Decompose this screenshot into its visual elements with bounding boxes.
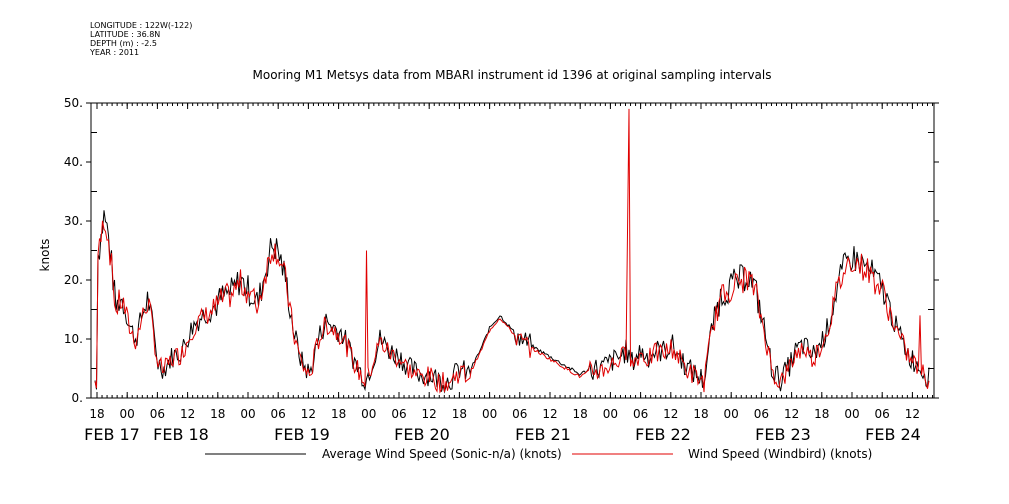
x-hour-label: 06 xyxy=(391,407,406,421)
x-hour-label: 18 xyxy=(814,407,829,421)
y-tick-label: 10. xyxy=(64,332,83,346)
plot-frame xyxy=(90,102,935,399)
x-hour-label: 12 xyxy=(301,407,316,421)
series-average-wind-speed xyxy=(94,210,930,394)
series-windbird-wind-speed xyxy=(94,108,930,394)
y-tick-label: 20. xyxy=(64,273,83,287)
y-axis-label: knots xyxy=(38,239,52,272)
latitude-text: LATITUDE : 36.8N xyxy=(90,30,161,39)
x-hour-label: 18 xyxy=(452,407,467,421)
x-hour-label: 12 xyxy=(663,407,678,421)
x-date-label: FEB 23 xyxy=(755,425,811,444)
x-date-label: FEB 20 xyxy=(394,425,450,444)
x-hour-label: 12 xyxy=(784,407,799,421)
x-hour-label: 18 xyxy=(210,407,225,421)
x-date-label: FEB 19 xyxy=(274,425,330,444)
y-tick-label: 40. xyxy=(64,155,83,169)
y-tick-label: 30. xyxy=(64,214,83,228)
x-hour-label: 06 xyxy=(150,407,165,421)
x-date-label: FEB 24 xyxy=(865,425,921,444)
y-tick-label: 50. xyxy=(64,96,83,110)
x-hour-label: 18 xyxy=(331,407,346,421)
x-date-label: FEB 18 xyxy=(153,425,209,444)
x-date-label: FEB 17 xyxy=(84,425,140,444)
x-hour-label: 00 xyxy=(724,407,739,421)
depth-text: DEPTH (m) : -2.5 xyxy=(90,39,157,48)
x-date-label: FEB 22 xyxy=(635,425,691,444)
minor-ticks xyxy=(96,103,934,398)
x-hour-label: 06 xyxy=(512,407,527,421)
x-hour-label: 18 xyxy=(89,407,104,421)
longitude-text: LONGITUDE : 122W(-122) xyxy=(90,21,193,30)
x-date-label: FEB 21 xyxy=(515,425,571,444)
x-hour-label: 00 xyxy=(361,407,376,421)
legend: Average Wind Speed (Sonic-n/a) (knots) W… xyxy=(205,447,872,461)
chart-title: Mooring M1 Metsys data from MBARI instru… xyxy=(252,68,772,82)
y-tick-label: 0. xyxy=(72,391,83,405)
x-hour-label: 00 xyxy=(120,407,135,421)
x-axis: 18 00 06 12 18 00 06 12 18 00 06 12 18 00 06 12 18 00 06 12… xyxy=(84,103,921,444)
metadata-block: LONGITUDE : 122W(-122) LATITUDE : 36.8N … xyxy=(90,21,192,57)
x-hour-label: 00 xyxy=(482,407,497,421)
x-hour-label: 06 xyxy=(875,407,890,421)
legend-label-average: Average Wind Speed (Sonic-n/a) (knots) xyxy=(322,447,562,461)
x-hour-label: 06 xyxy=(271,407,286,421)
x-hour-label: 00 xyxy=(844,407,859,421)
line-average-wind-speed xyxy=(94,210,930,394)
legend-label-windbird: Wind Speed (Windbird) (knots) xyxy=(688,447,872,461)
y-axis: 0. 10. 20. 30. 40. 50. xyxy=(64,96,939,405)
year-text: YEAR : 2011 xyxy=(90,48,140,57)
line-windbird-wind-speed xyxy=(94,108,930,394)
x-hour-label: 12 xyxy=(905,407,920,421)
x-hour-label: 06 xyxy=(754,407,769,421)
x-hour-label: 18 xyxy=(693,407,708,421)
x-hour-label: 06 xyxy=(633,407,648,421)
x-hour-label: 18 xyxy=(573,407,588,421)
x-hour-label: 00 xyxy=(603,407,618,421)
x-hour-label: 12 xyxy=(542,407,557,421)
x-hour-label: 12 xyxy=(180,407,195,421)
x-hour-label: 00 xyxy=(240,407,255,421)
x-hour-label: 12 xyxy=(422,407,437,421)
